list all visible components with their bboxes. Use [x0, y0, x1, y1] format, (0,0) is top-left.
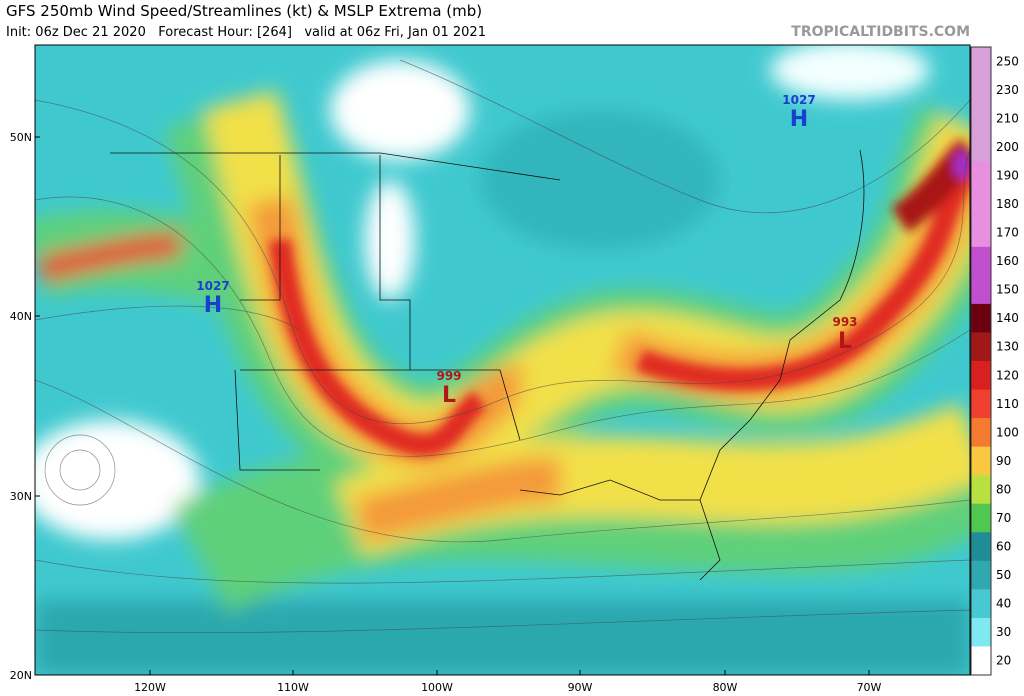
- longitude-label: 100W: [421, 681, 453, 694]
- longitude-label: 120W: [134, 681, 166, 694]
- colorbar-swatch: [971, 475, 991, 505]
- colorbar-swatch: [971, 246, 991, 276]
- map-frame: [34, 44, 971, 676]
- colorbar-swatch: [971, 303, 991, 333]
- pressure-center: H: [790, 107, 808, 132]
- colorbar-swatch: [971, 104, 991, 134]
- pressure-value: 993: [832, 315, 857, 329]
- colorbar-swatch: [971, 218, 991, 248]
- longitude-label: 70W: [857, 681, 882, 694]
- colorbar-label: 180: [996, 197, 1019, 211]
- colorbar-label: 200: [996, 140, 1019, 154]
- colorbar-label: 60: [996, 540, 1011, 554]
- pressure-center: L: [838, 329, 852, 354]
- colorbar: 250 230 210 200 190 180 170 160 150 140 130 120 110 1…: [970, 46, 1019, 676]
- colorbar-swatch: [971, 275, 991, 305]
- colorbar-swatch: [971, 560, 991, 590]
- colorbar-label: 40: [996, 597, 1011, 611]
- title: GFS 250mb Wind Speed/Streamlines (kt) & …: [6, 2, 482, 20]
- colorbar-label: 140: [996, 311, 1019, 325]
- colorbar-label: 190: [996, 168, 1019, 182]
- colorbar-swatch: [971, 446, 991, 476]
- colorbar-label: 80: [996, 482, 1011, 496]
- longitude-label: 80W: [713, 681, 738, 694]
- subtitle: Init: 06z Dec 21 2020 Forecast Hour: [26…: [6, 25, 486, 40]
- colorbar-label: 210: [996, 111, 1019, 125]
- colorbar-label: 100: [996, 425, 1019, 439]
- colorbar-label: 130: [996, 340, 1019, 354]
- pressure-value: 1027: [782, 93, 815, 107]
- colorbar-swatch: [971, 161, 991, 191]
- colorbar-swatch: [971, 646, 991, 676]
- colorbar-swatch: [971, 418, 991, 448]
- colorbar-label: 70: [996, 511, 1011, 525]
- colorbar-label: 30: [996, 625, 1011, 639]
- latitude-label: 30N: [10, 490, 32, 503]
- pressure-value: 999: [436, 369, 461, 383]
- colorbar-label: 160: [996, 254, 1019, 268]
- colorbar-label: 120: [996, 368, 1019, 382]
- wind-field: [35, 45, 970, 675]
- colorbar-label: 230: [996, 83, 1019, 97]
- watermark: TROPICALTIDBITS.COM: [791, 24, 970, 40]
- colorbar-swatch: [971, 189, 991, 219]
- latitude-label: 20N: [10, 669, 32, 682]
- pressure-center: H: [204, 293, 222, 318]
- latitude-label: 40N: [10, 310, 32, 323]
- colorbar-swatch: [971, 503, 991, 533]
- colorbar-swatch: [971, 75, 991, 105]
- pressure-value: 1027: [196, 279, 229, 293]
- colorbar-label: 90: [996, 454, 1011, 468]
- colorbar-swatch: [971, 617, 991, 647]
- longitude-label: 110W: [277, 681, 309, 694]
- colorbar-label: 110: [996, 397, 1019, 411]
- colorbar-label: 250: [996, 54, 1019, 68]
- colorbar-swatch: [971, 47, 991, 77]
- colorbar-swatch: [971, 589, 991, 619]
- colorbar-swatch: [971, 332, 991, 362]
- colorbar-swatch: [971, 361, 991, 391]
- colorbar-swatch: [971, 532, 991, 562]
- longitude-label: 90W: [568, 681, 593, 694]
- colorbar-label: 20: [996, 654, 1011, 668]
- colorbar-swatch: [971, 389, 991, 419]
- colorbar-frame: [970, 46, 992, 676]
- graticule: 50N 40N 30N 20N 120W 110W 100W 90W 80W 70W: [10, 131, 882, 694]
- pressure-center: L: [442, 383, 456, 408]
- colorbar-label: 50: [996, 568, 1011, 582]
- colorbar-swatch: [971, 132, 991, 162]
- colorbar-label: 170: [996, 226, 1019, 240]
- colorbar-label: 150: [996, 283, 1019, 297]
- latitude-label: 50N: [10, 131, 32, 144]
